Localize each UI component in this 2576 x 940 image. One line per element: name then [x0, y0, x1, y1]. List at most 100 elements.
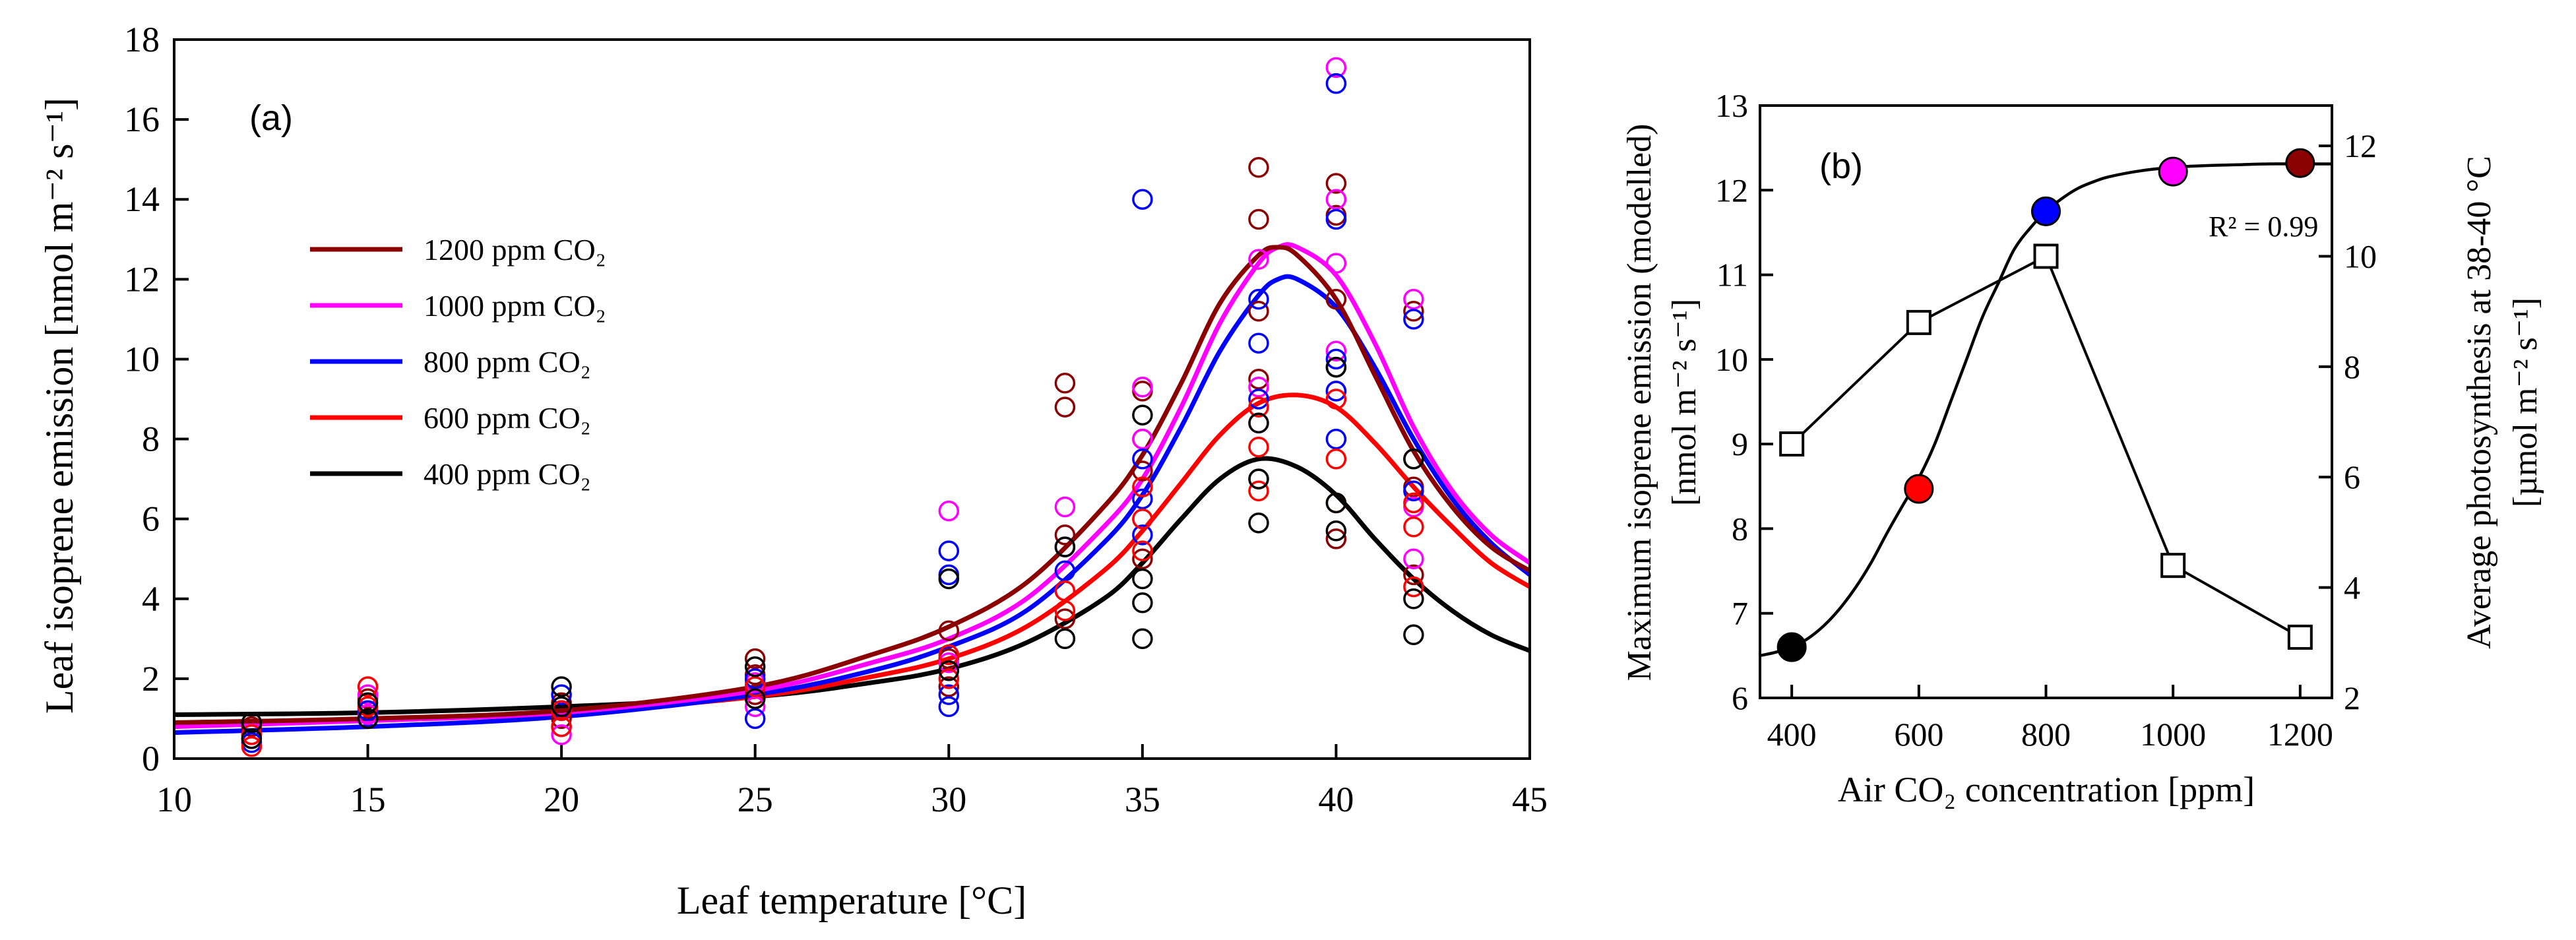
x-tick-label: 15	[350, 780, 386, 819]
data-point	[938, 684, 960, 705]
y-tick-label: 14	[124, 179, 160, 219]
panel-a-data-points	[241, 57, 1424, 757]
x-tick-label: 800	[2021, 716, 2071, 753]
panel-a-label: (a)	[249, 98, 293, 138]
data-point	[938, 564, 960, 586]
data-point	[1325, 381, 1347, 402]
x-tick-label: 400	[1767, 716, 1817, 753]
photosynthesis-point	[2160, 553, 2186, 579]
left-y-tick-label: 12	[1715, 172, 1748, 208]
panel-b-right-axis-title-line1: Average photosynthesis at 38-40 °C	[2461, 156, 2498, 649]
left-y-tick-label: 9	[1732, 425, 1748, 462]
data-point	[938, 644, 960, 666]
data-point	[1248, 377, 1269, 398]
x-tick-label: 35	[1125, 780, 1160, 819]
data-point	[1325, 208, 1347, 230]
data-point	[1248, 157, 1269, 178]
data-point	[357, 692, 379, 713]
right-y-tick-label: 6	[2344, 458, 2360, 495]
panel-b-plot-frame	[1759, 104, 2333, 699]
data-point	[1248, 436, 1269, 458]
data-point	[1132, 628, 1153, 650]
photosynthesis-point	[2033, 243, 2059, 269]
data-point	[1054, 373, 1076, 394]
data-point	[241, 712, 263, 734]
panel-b-label: (b)	[1819, 146, 1863, 186]
data-point	[1403, 309, 1424, 330]
data-point	[1403, 492, 1424, 514]
data-point	[1325, 348, 1347, 370]
panel-b-left-axis-title-line2: [nmol m⁻² s⁻¹]	[1666, 299, 1703, 506]
legend-entry: 1200 ppm CO₂	[424, 233, 606, 266]
photosynthesis-point	[1906, 309, 1932, 335]
fit-curve	[173, 456, 1531, 717]
panel-a-fit-curves	[173, 242, 1532, 736]
emission-point	[2158, 156, 2188, 187]
data-point	[938, 668, 960, 689]
data-point	[1054, 600, 1076, 621]
data-point	[1325, 288, 1347, 310]
data-point	[938, 676, 960, 697]
data-point	[357, 684, 379, 705]
data-point	[1325, 356, 1347, 378]
data-point	[1403, 301, 1424, 322]
photosynthesis-point	[2287, 624, 2313, 650]
data-point	[1248, 288, 1269, 310]
data-point	[1248, 512, 1269, 534]
data-point	[551, 696, 572, 718]
right-y-tick-label: 4	[2344, 569, 2360, 606]
data-point	[1325, 57, 1347, 78]
data-point	[1132, 476, 1153, 497]
data-point	[744, 708, 766, 730]
y-tick-label: 18	[124, 20, 160, 59]
left-y-tick-label: 8	[1732, 510, 1748, 547]
data-point	[1054, 524, 1076, 546]
data-point	[744, 688, 766, 709]
right-y-tick-label: 10	[2344, 237, 2377, 274]
left-y-tick-label: 7	[1732, 595, 1748, 632]
x-tick-label: 40	[1318, 780, 1354, 819]
data-point	[744, 696, 766, 718]
data-point	[1403, 288, 1424, 310]
data-point	[357, 708, 379, 730]
r-squared-annotation: R² = 0.99	[2209, 210, 2318, 243]
emission-point	[1776, 632, 1807, 662]
data-point	[551, 708, 572, 730]
panel-b-data-points	[1776, 148, 2315, 662]
legend-entry: 600 ppm CO₂	[424, 401, 591, 435]
data-point	[1132, 460, 1153, 482]
x-tick-label: 30	[931, 780, 966, 819]
data-point	[1132, 524, 1153, 546]
data-point	[1325, 449, 1347, 470]
data-point	[1248, 301, 1269, 322]
data-point	[1132, 449, 1153, 470]
data-point	[1132, 428, 1153, 450]
data-point	[1132, 568, 1153, 590]
panel-b-ticks: 400 600 800 1000 1200 6 7 8 9 10 11 12 13 2 4 6 8 10 12	[1715, 87, 2377, 753]
data-point	[1248, 480, 1269, 502]
panel-a-y-axis-title: Leaf isoprene emission [nmol m⁻² s⁻¹]	[38, 98, 81, 714]
data-point	[1132, 377, 1153, 398]
right-y-tick-label: 8	[2344, 348, 2360, 385]
photosynthesis-point	[1779, 431, 1805, 457]
data-point	[1054, 608, 1076, 629]
data-point	[1325, 73, 1347, 94]
emission-point	[2285, 148, 2315, 178]
data-point	[1248, 208, 1269, 230]
data-point	[1403, 548, 1424, 569]
data-point	[1325, 528, 1347, 549]
data-point	[1325, 492, 1347, 514]
panel-a-x-axis-title: Leaf temperature [°C]	[677, 879, 1026, 922]
data-point	[1325, 520, 1347, 542]
data-point	[1248, 468, 1269, 489]
data-point	[1403, 576, 1424, 598]
data-point	[744, 668, 766, 689]
x-tick-label: 45	[1512, 780, 1548, 819]
data-point	[1132, 381, 1153, 402]
data-point	[551, 676, 572, 697]
data-point	[1248, 249, 1269, 270]
data-point	[938, 696, 960, 718]
emission-point	[1904, 474, 1934, 504]
data-point	[1248, 332, 1269, 354]
